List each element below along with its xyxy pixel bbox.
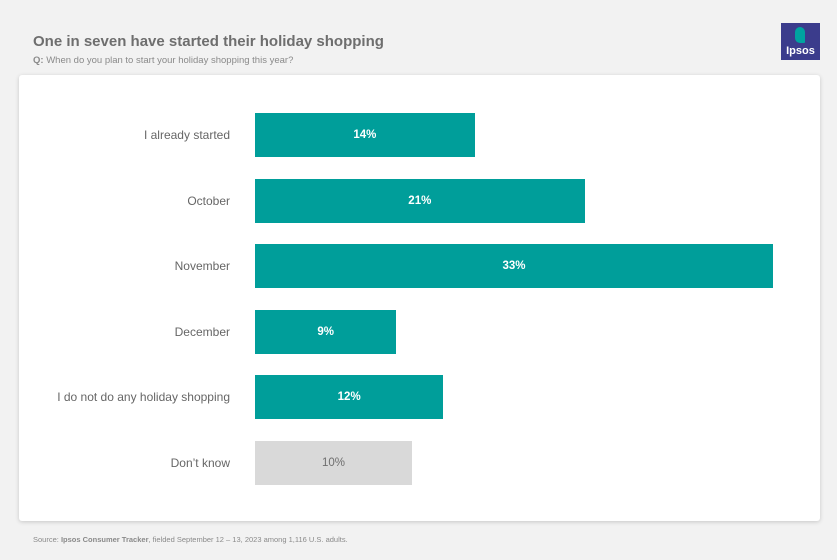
bar: 9% [255, 309, 397, 354]
bar-value-label: 10% [321, 456, 345, 469]
bar-value-label: 21% [408, 194, 432, 207]
category-label: December [174, 324, 230, 339]
bar: 14% [255, 113, 475, 157]
ipsos-logo: Ipsos [781, 23, 820, 60]
category-label: I do not do any holiday shopping [57, 390, 230, 404]
bar-value-label: 33% [502, 260, 526, 272]
question-text: When do you plan to start your holiday s… [46, 55, 294, 66]
source-prefix: Source: [33, 535, 59, 544]
logo-mark-icon [795, 27, 805, 43]
logo-wordmark: Ipsos [786, 45, 815, 57]
category-label: I already started [143, 128, 230, 142]
source-details: , fielded September 12 – 13, 2023 among … [148, 535, 348, 544]
bar-value-label: 14% [353, 129, 377, 141]
source-note: Source: Ipsos Consumer Tracker, fielded … [33, 535, 348, 544]
bar: 21% [255, 178, 585, 223]
bar-value-label: 12% [337, 391, 361, 403]
bar: 10% [255, 440, 412, 485]
question-prefix: Q: [33, 55, 44, 66]
chart-title: One in seven have started their holiday … [33, 33, 384, 50]
bar-value-label: 9% [317, 325, 334, 338]
chart-panel: I already started 14% October 21% November 33… [19, 75, 820, 521]
category-label: Don’t know [170, 455, 230, 470]
chart-question: Q: When do you plan to start your holida… [33, 55, 293, 66]
source-name: Ipsos Consumer Tracker [60, 535, 149, 544]
bar: 12% [255, 375, 444, 419]
bar: 33% [255, 244, 773, 288]
category-label: November [174, 259, 230, 273]
category-label: October [187, 193, 230, 208]
